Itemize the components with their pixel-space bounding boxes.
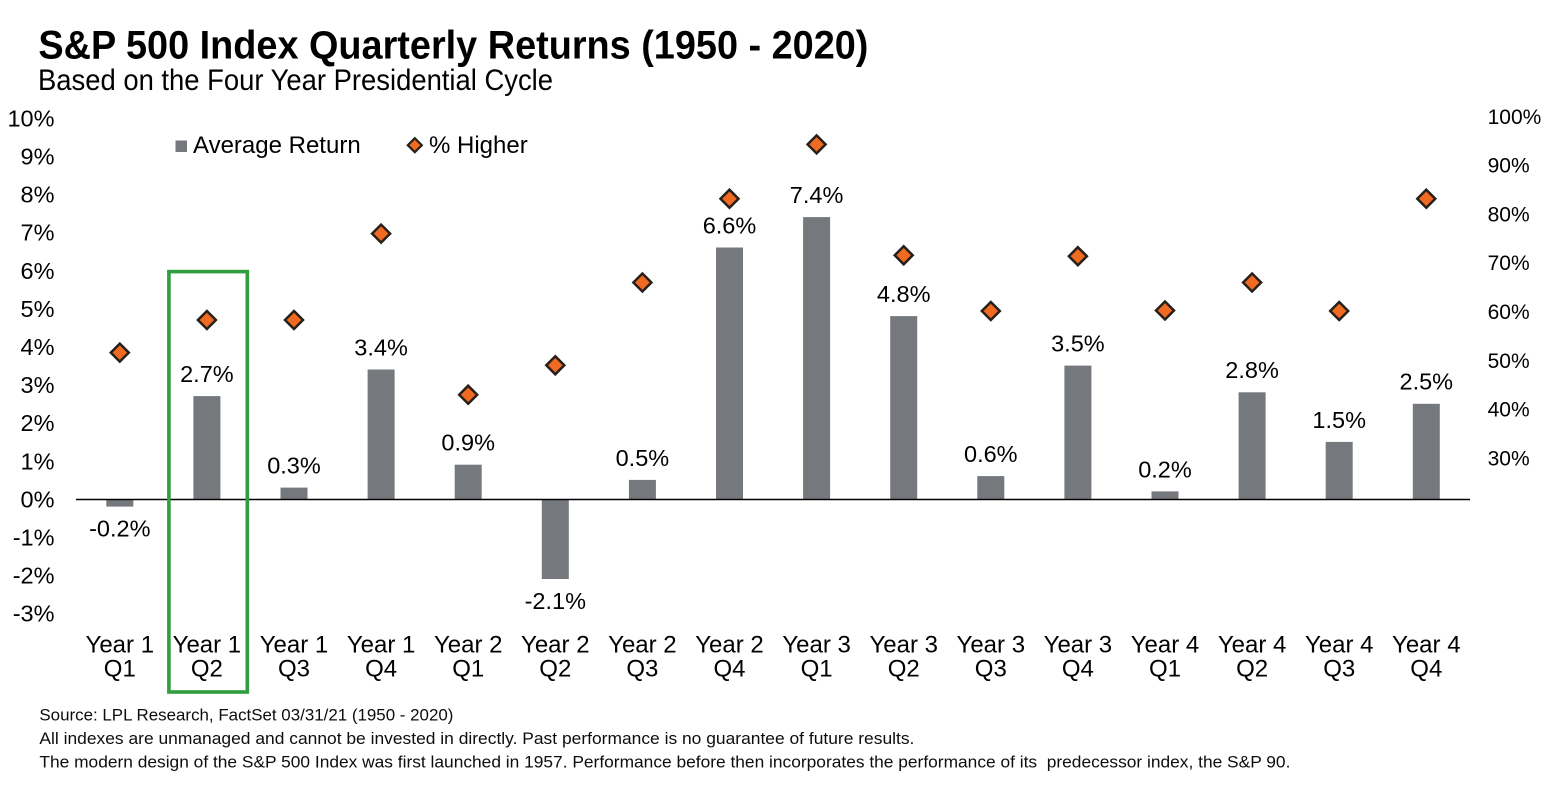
svg-text:Year 4: Year 4 xyxy=(1392,632,1461,659)
svg-text:-2%: -2% xyxy=(13,563,55,589)
svg-text:1.5%: 1.5% xyxy=(1312,407,1366,433)
svg-text:2.7%: 2.7% xyxy=(180,361,234,387)
svg-text:Year 3: Year 3 xyxy=(869,632,938,659)
svg-text:Q1: Q1 xyxy=(104,656,136,683)
svg-text:Q1: Q1 xyxy=(452,656,484,683)
svg-text:3.5%: 3.5% xyxy=(1051,331,1105,357)
svg-text:7%: 7% xyxy=(21,220,55,246)
svg-text:-3%: -3% xyxy=(13,601,55,627)
svg-text:Q3: Q3 xyxy=(278,656,310,683)
svg-text:Q2: Q2 xyxy=(888,656,920,683)
svg-text:Q3: Q3 xyxy=(1323,656,1355,683)
svg-text:Year 1: Year 1 xyxy=(260,632,329,659)
svg-text:Q3: Q3 xyxy=(975,656,1007,683)
svg-text:Q1: Q1 xyxy=(801,656,833,683)
svg-text:Average Return: Average Return xyxy=(193,132,361,159)
svg-text:60%: 60% xyxy=(1488,301,1530,324)
svg-text:7.4%: 7.4% xyxy=(790,182,844,208)
svg-text:8%: 8% xyxy=(21,182,55,208)
svg-text:10%: 10% xyxy=(7,105,54,131)
svg-text:5%: 5% xyxy=(21,296,55,322)
svg-text:-1%: -1% xyxy=(13,525,55,551)
svg-text:6.6%: 6.6% xyxy=(703,212,757,238)
svg-text:-0.2%: -0.2% xyxy=(89,516,150,542)
svg-text:50%: 50% xyxy=(1488,350,1530,373)
svg-text:Year 4: Year 4 xyxy=(1305,632,1374,659)
svg-text:4%: 4% xyxy=(21,334,55,360)
svg-text:Year 1: Year 1 xyxy=(86,632,155,659)
svg-text:Q4: Q4 xyxy=(365,656,397,683)
svg-text:All indexes are unmanaged and: All indexes are unmanaged and cannot be … xyxy=(39,729,914,748)
svg-text:Year 1: Year 1 xyxy=(347,632,416,659)
svg-text:0.6%: 0.6% xyxy=(964,441,1018,467)
svg-text:3.4%: 3.4% xyxy=(354,334,408,360)
svg-text:Year 3: Year 3 xyxy=(1044,632,1113,659)
svg-text:30%: 30% xyxy=(1488,447,1530,470)
svg-text:Q1: Q1 xyxy=(1149,656,1181,683)
svg-text:2.5%: 2.5% xyxy=(1400,369,1454,395)
svg-text:90%: 90% xyxy=(1488,155,1530,178)
svg-text:3%: 3% xyxy=(21,372,55,398)
svg-text:% Higher: % Higher xyxy=(429,132,528,159)
svg-text:80%: 80% xyxy=(1488,203,1530,226)
svg-text:0.2%: 0.2% xyxy=(1138,456,1192,482)
svg-text:Q2: Q2 xyxy=(1236,656,1268,683)
svg-text:Year 3: Year 3 xyxy=(782,632,851,659)
svg-text:2.8%: 2.8% xyxy=(1225,357,1279,383)
svg-text:9%: 9% xyxy=(21,144,55,170)
svg-text:Year 3: Year 3 xyxy=(957,632,1026,659)
svg-text:Q4: Q4 xyxy=(713,656,745,683)
svg-text:Based on the Four Year Preside: Based on the Four Year Presidential Cycl… xyxy=(38,64,553,97)
svg-text:-2.1%: -2.1% xyxy=(525,588,586,614)
svg-text:0.3%: 0.3% xyxy=(267,453,321,479)
svg-text:Year 2: Year 2 xyxy=(434,632,503,659)
svg-text:Year 2: Year 2 xyxy=(521,632,590,659)
svg-text:The modern design of the S&P 5: The modern design of the S&P 500 Index w… xyxy=(39,753,1290,772)
svg-text:6%: 6% xyxy=(21,258,55,284)
svg-text:0%: 0% xyxy=(21,486,55,512)
svg-text:Year 4: Year 4 xyxy=(1131,632,1200,659)
svg-text:1%: 1% xyxy=(21,448,55,474)
svg-text:Year 2: Year 2 xyxy=(608,632,677,659)
svg-text:0.5%: 0.5% xyxy=(616,445,670,471)
svg-text:70%: 70% xyxy=(1488,252,1530,275)
svg-text:2%: 2% xyxy=(21,410,55,436)
svg-text:Year 2: Year 2 xyxy=(695,632,764,659)
svg-text:0.9%: 0.9% xyxy=(441,430,495,456)
svg-text:40%: 40% xyxy=(1488,399,1530,422)
svg-text:4.8%: 4.8% xyxy=(877,281,931,307)
svg-text:Q2: Q2 xyxy=(191,656,223,683)
svg-text:Q4: Q4 xyxy=(1062,656,1094,683)
svg-text:S&P 500 Index Quarterly Return: S&P 500 Index Quarterly Returns (1950 - … xyxy=(38,23,868,67)
svg-text:Source: LPL Research, FactSet: Source: LPL Research, FactSet 03/31/21 (… xyxy=(39,705,453,724)
svg-text:Q3: Q3 xyxy=(626,656,658,683)
svg-text:Year 1: Year 1 xyxy=(173,632,242,659)
svg-text:Q4: Q4 xyxy=(1410,656,1442,683)
svg-text:Q2: Q2 xyxy=(539,656,571,683)
svg-text:100%: 100% xyxy=(1488,106,1542,129)
svg-text:Year 4: Year 4 xyxy=(1218,632,1287,659)
